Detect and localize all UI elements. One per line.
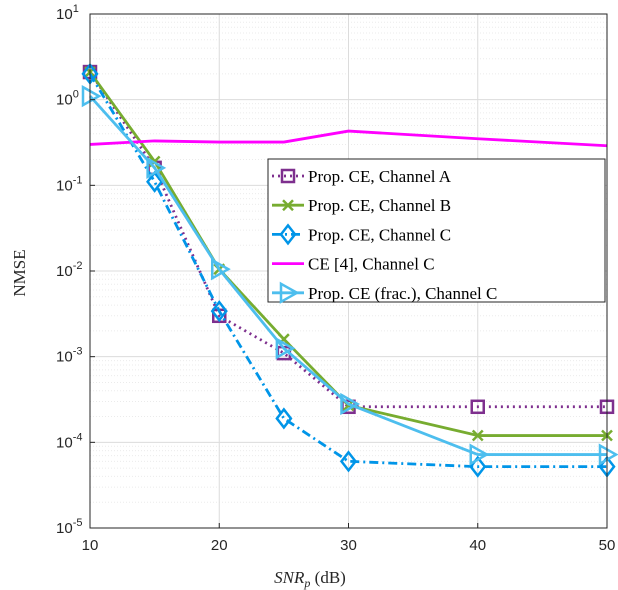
data-point-triangle — [146, 156, 167, 179]
legend-label: Prop. CE, Channel B — [308, 196, 451, 215]
series-line — [88, 95, 607, 456]
data-point-triangle — [598, 443, 618, 466]
data-point-triangle — [279, 281, 300, 304]
legend-item-2: Prop. CE, Channel B — [272, 196, 451, 215]
data-point-diamond — [279, 223, 297, 246]
series-layer — [81, 62, 618, 478]
x-axis-label-var: SNR — [274, 568, 305, 587]
legend-item-5: Prop. CE (frac.), Channel C — [272, 281, 497, 304]
legend-label: Prop. CE (frac.), Channel C — [308, 284, 497, 303]
legend-label: CE [4], Channel C — [308, 255, 435, 274]
data-point-x — [282, 199, 294, 212]
y-tick-label: 10-2 — [56, 260, 82, 280]
x-tick-label: 50 — [599, 537, 616, 554]
data-point-triangle — [340, 392, 361, 416]
axis-ticks: 10 20 30 40 50 10-5 10-4 10-3 10-2 10-1 100 101 — [56, 3, 615, 554]
y-tick-label: 10-3 — [56, 346, 82, 366]
data-point-triangle — [469, 443, 490, 466]
data-point-x — [471, 429, 484, 442]
series-5 — [81, 84, 618, 466]
data-point-x-stroke — [471, 429, 484, 442]
legend-item-4: CE [4], Channel C — [272, 255, 435, 274]
data-point-diamond — [275, 407, 293, 430]
data-point-diamond — [146, 170, 164, 193]
x-axis-label-sub: p — [303, 576, 310, 590]
data-point-square — [470, 399, 485, 415]
y-axis-label: NMSE — [10, 249, 29, 296]
x-tick-label: 40 — [469, 537, 486, 554]
legend-item-3: Prop. CE, Channel C — [272, 223, 451, 246]
legend-item-1: Prop. CE, Channel A — [272, 167, 452, 186]
legend-label: Prop. CE, Channel C — [308, 225, 451, 244]
y-tick-label: 10-4 — [56, 431, 82, 451]
data-point-triangle — [275, 337, 296, 360]
y-tick-label: 100 — [56, 89, 79, 109]
data-point-diamond — [339, 450, 358, 473]
x-tick-label: 30 — [340, 537, 357, 554]
legend: Prop. CE, Channel A Prop. CE, Channel B Pr… — [267, 158, 606, 304]
legend-label: Prop. CE, Channel A — [308, 167, 452, 186]
data-point-diamond — [210, 300, 228, 323]
y-tick-label: 101 — [56, 3, 79, 23]
series-4 — [89, 129, 608, 148]
series-line — [88, 73, 607, 469]
x-axis-label-unit: (dB) — [310, 568, 345, 587]
series-line — [89, 129, 608, 148]
y-tick-label: 10-1 — [56, 174, 82, 194]
y-tick-label: 10-5 — [56, 517, 82, 537]
legend-box — [267, 158, 606, 303]
x-tick-label: 20 — [211, 537, 228, 554]
data-point-triangle — [211, 258, 231, 281]
data-point-triangle — [81, 84, 102, 108]
data-point-square — [280, 168, 296, 184]
x-tick-label: 10 — [82, 537, 99, 554]
x-axis-label: SNRp (dB) — [274, 568, 346, 590]
data-point-x-stroke — [282, 199, 294, 212]
